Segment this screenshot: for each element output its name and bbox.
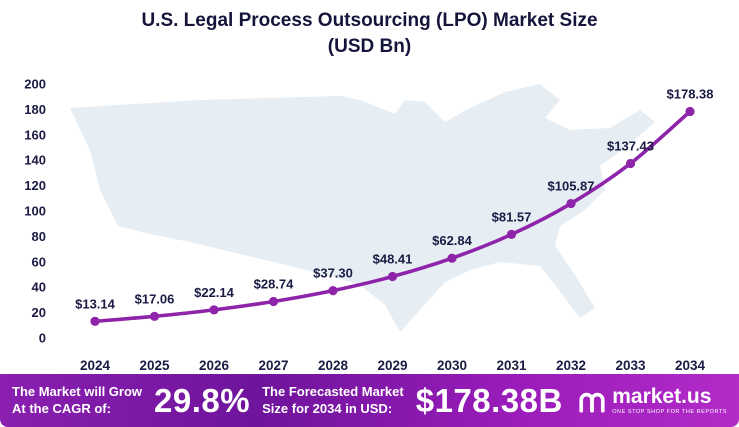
cagr-label: The Market will Grow At the CAGR of:: [12, 384, 142, 418]
chart-title-line2: (USD Bn): [327, 35, 412, 57]
x-axis-tick-label: 2024: [80, 358, 111, 373]
x-axis-tick-label: 2026: [199, 358, 230, 373]
y-axis-tick-label: 0: [39, 331, 46, 346]
series-line: [93, 109, 692, 324]
x-axis-tick-label: 2028: [318, 358, 349, 373]
x-axis-tick-label: 2027: [258, 358, 288, 373]
data-point: [90, 316, 100, 326]
data-point-label: $13.14: [75, 296, 116, 311]
cagr-value: 29.8%: [154, 381, 251, 419]
brand-name: market.us: [612, 385, 712, 408]
y-axis-tick-label: 60: [32, 254, 46, 269]
data-point: [625, 158, 636, 169]
y-axis-tick-label: 140: [24, 153, 46, 168]
x-axis-tick-label: 2029: [377, 358, 407, 373]
brand-tagline: ONE STOP SHOP FOR THE REPORTS: [612, 409, 727, 415]
data-point-label: $105.87: [548, 179, 595, 194]
x-axis-tick-label: 2033: [615, 358, 646, 373]
us-map-silhouette: [70, 84, 655, 332]
data-point-label: $28.74: [254, 277, 295, 292]
y-axis-tick-label: 180: [24, 102, 46, 117]
chart-area: 0 20 40 60 80 100 120 140 160 180 200 2024 2025 2026 2…: [0, 70, 739, 382]
cagr-label-line2: At the CAGR of:: [12, 400, 111, 416]
x-axis-tick-label: 2031: [496, 358, 527, 373]
data-point: [506, 229, 517, 240]
brand-text: market.us ONE STOP SHOP FOR THE REPORTS: [612, 386, 727, 415]
data-point-label: $17.06: [135, 291, 175, 306]
x-axis-tick-label: 2030: [437, 358, 467, 373]
y-axis-tick-label: 80: [32, 229, 46, 244]
data-point: [268, 296, 279, 307]
data-point-label: $81.57: [492, 209, 532, 224]
data-point: [685, 106, 695, 117]
y-axis-tick-label: 20: [32, 305, 46, 320]
data-point: [328, 286, 338, 296]
x-axis-tick-label: 2032: [556, 358, 586, 373]
y-axis-tick-label: 120: [24, 178, 46, 193]
data-point-label: $48.41: [373, 252, 413, 267]
data-point-label: $22.14: [194, 285, 235, 300]
x-axis-tick-label: 2034: [675, 358, 706, 373]
chart-layer: 0 20 40 60 80 100 120 140 160 180 200 2024 2025 2026 2…: [24, 77, 713, 374]
lpo-line-chart: 0 20 40 60 80 100 120 140 160 180 200 2024 2025 2026 2…: [24, 77, 713, 374]
data-point: [387, 271, 398, 282]
y-axis-tick-label: 40: [32, 280, 46, 295]
y-axis-tick-label: 200: [24, 77, 46, 92]
cagr-label-line1: The Market will Grow: [12, 383, 143, 399]
x-axis-tick-label: 2025: [139, 358, 170, 373]
data-point: [566, 198, 576, 209]
data-point: [149, 311, 160, 321]
data-point-label: $137.43: [607, 138, 654, 153]
y-axis-tick-label: 100: [24, 204, 46, 219]
chart-title-line1: U.S. Legal Process Outsourcing (LPO) Mar…: [141, 10, 598, 31]
data-point: [447, 253, 457, 263]
forecast-label-line2: Size for 2034 in USD:: [262, 400, 393, 416]
forecast-value: $178.38B: [415, 381, 563, 419]
market-us-logo-icon: [579, 392, 605, 413]
data-point-label: $37.30: [313, 266, 353, 281]
brand-logo: market.us ONE STOP SHOP FOR THE REPORTS: [578, 386, 727, 415]
chart-title: U.S. Legal Process Outsourcing (LPO) Mar…: [0, 0, 739, 70]
data-point-label: $178.38: [667, 86, 714, 101]
data-point: [209, 305, 219, 315]
forecast-label: The Forecasted Market Size for 2034 in U…: [262, 384, 404, 418]
y-axis-tick-label: 160: [24, 127, 46, 142]
data-point-label: $62.84: [432, 233, 473, 248]
footer-banner: The Market will Grow At the CAGR of: 29.…: [0, 374, 739, 427]
forecast-label-line1: The Forecasted Market: [262, 383, 404, 399]
